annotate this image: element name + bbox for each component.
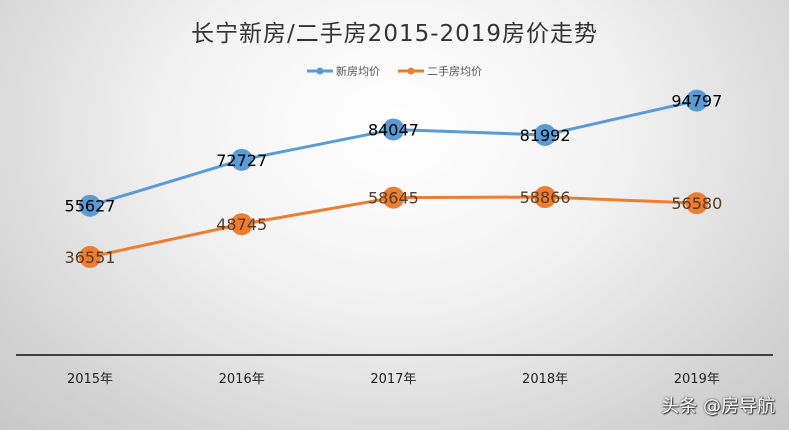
data-label: 55627 — [65, 197, 116, 216]
data-point — [79, 194, 101, 217]
data-point — [534, 123, 557, 146]
legend-label-resale: 二手房均价 — [427, 65, 482, 78]
x-tick-label: 2016年 — [219, 372, 265, 387]
data-label: 56580 — [671, 194, 722, 213]
data-point — [230, 213, 253, 236]
data-point — [382, 186, 405, 209]
data-point — [230, 148, 253, 171]
legend-marker-resale-icon — [398, 67, 424, 75]
data-label: 48745 — [216, 215, 267, 234]
data-point — [79, 245, 101, 268]
legend: 新房均价 二手房均价 — [0, 63, 789, 79]
data-label: 81992 — [520, 126, 571, 145]
data-label: 72727 — [216, 151, 267, 170]
watermark: 头条 @房导航 — [661, 396, 775, 417]
x-tick-label: 2018年 — [522, 372, 568, 387]
data-label: 36551 — [65, 248, 116, 267]
data-label: 58645 — [368, 189, 419, 208]
x-tick-label: 2019年 — [674, 372, 720, 387]
legend-label-new: 新房均价 — [336, 65, 380, 78]
legend-marker-new-icon — [307, 67, 333, 75]
x-tick-label: 2015年 — [67, 372, 113, 387]
chart-title: 长宁新房/二手房2015-2019房价走势 — [190, 21, 599, 47]
data-label: 58866 — [520, 188, 571, 207]
data-label: 84047 — [368, 120, 419, 139]
x-tick-label: 2017年 — [370, 372, 416, 387]
data-point — [382, 118, 405, 141]
data-label: 94797 — [671, 92, 722, 111]
data-point — [534, 186, 557, 209]
legend-item-resale: 二手房均价 — [398, 63, 482, 79]
data-point — [685, 89, 708, 112]
legend-item-new: 新房均价 — [307, 63, 380, 79]
data-point — [685, 192, 708, 215]
